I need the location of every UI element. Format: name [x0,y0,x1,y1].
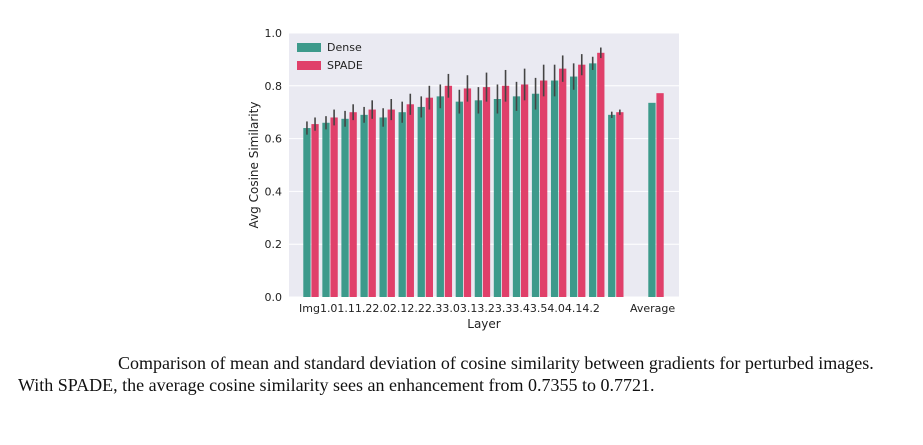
legend: Dense SPADE [297,41,363,72]
bar-dense-3-5 [550,80,559,298]
y-tick-label: 0.0 [265,291,283,304]
bar-chart: 0.0 0.2 0.4 0.6 0.8 1.0 Img1.01.11.22.02.12.2… [247,27,679,331]
bar-dense-3-3 [512,96,521,297]
y-tick-label: 0.6 [265,133,283,146]
bar-spade-2-2 [425,97,433,298]
bar-dense-2-1 [398,112,406,297]
x-tick-label-average: Average [630,302,675,315]
x-tick-labels: Img1.01.11.22.02.12.22.33.03.13.23.33.43… [299,302,600,315]
y-tick-label: 1.0 [265,27,283,40]
y-tick-labels: 0.0 0.2 0.4 0.6 0.8 1.0 [265,27,283,304]
bar-spade-1-1 [349,112,357,297]
error-bars [306,47,621,135]
legend-label-spade: SPADE [327,59,363,72]
figure-caption: Comparison of mean and standard deviatio… [18,353,874,395]
bar-spade-2-0 [387,109,395,297]
bar-spade-4-0 [578,64,586,298]
legend-label-dense: Dense [327,41,362,54]
bar-dense-2-3 [436,96,444,297]
bar-dense-img [303,128,311,297]
bar-dense-4-0 [570,76,578,297]
bar-spade-1-0 [330,117,338,297]
legend-swatch-spade [297,61,321,70]
bar-dense-3-2 [493,99,502,297]
bar-dense-1-2 [360,114,368,297]
bar-spade-average [656,93,664,297]
bar-spade-3-1 [482,87,491,298]
bar-spade-2-3 [444,85,453,297]
bar-dense-4-1 [589,63,597,297]
bar-dense-1-1 [341,118,349,297]
bar-spade-3-4 [540,80,548,298]
bar-spade-img [311,124,319,297]
bar-spade-3-2 [501,85,510,297]
x-axis-label: Layer [467,317,501,331]
bar-dense-3-0 [455,101,463,297]
bar-dense-4-2 [608,114,616,297]
legend-swatch-dense [297,43,321,52]
y-axis-label: Avg Cosine Similarity [247,102,261,229]
bar-spade-4-1 [597,52,605,297]
bar-spade-1-2 [368,109,376,297]
bar-spade-3-3 [520,84,529,297]
bar-dense-2-0 [379,117,387,297]
bar-dense-2-2 [417,106,425,297]
y-tick-label: 0.8 [265,80,283,93]
bar-dense-average [648,102,656,297]
bar-spade-2-1 [406,104,414,297]
y-tick-label: 0.4 [265,185,283,198]
bars [303,52,664,298]
bar-dense-1-0 [322,122,330,297]
bar-spade-4-2 [616,112,624,297]
bar-spade-3-0 [463,88,472,297]
bar-dense-3-1 [474,100,483,297]
bar-spade-3-5 [559,68,567,297]
y-tick-label: 0.2 [265,238,283,251]
bar-dense-3-4 [531,93,540,297]
